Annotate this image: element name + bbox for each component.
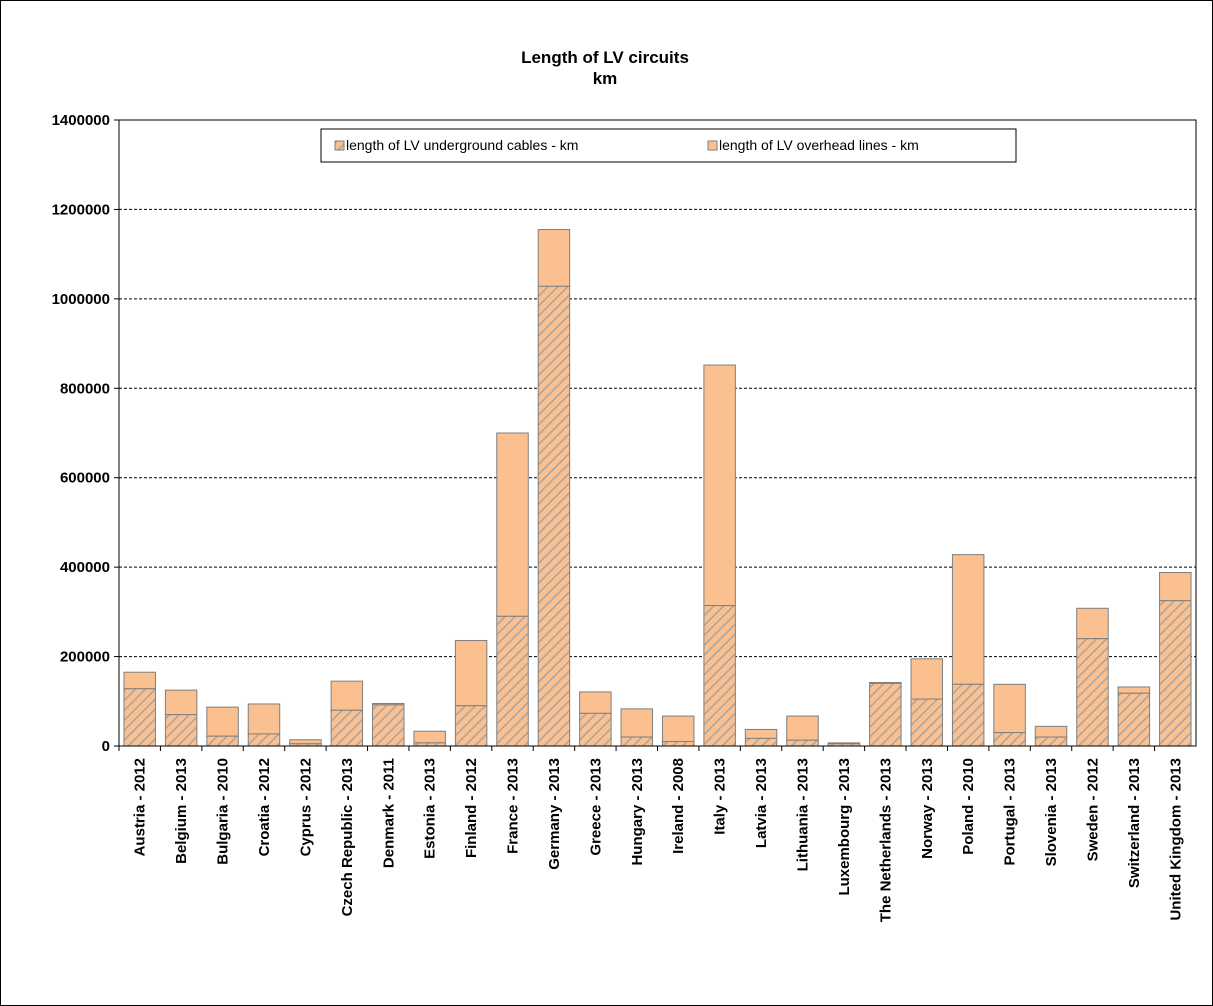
bar-underground-cables [537, 285, 571, 747]
bar-overhead-lines [413, 730, 446, 744]
bar-underground-cables [247, 733, 281, 747]
bar-overhead-lines [537, 229, 571, 287]
x-category-label: Sweden - 2012 [1084, 758, 1101, 861]
bar-overhead-lines [993, 683, 1026, 734]
bar-overhead-lines [1117, 686, 1151, 694]
x-category-label: Lithuania - 2013 [794, 758, 811, 871]
legend-label-underground: length of LV underground cables - km [346, 137, 578, 153]
bar-overhead-lines [123, 671, 156, 690]
x-category-label: Finland - 2012 [463, 758, 480, 858]
bar-overhead-lines [1076, 607, 1109, 640]
x-category-label: United Kingdom - 2013 [1167, 758, 1184, 921]
bar-overhead-lines [496, 432, 529, 617]
legend-label-overhead: length of LV overhead lines - km [719, 137, 919, 153]
chart-subtitle: km [593, 69, 618, 88]
x-category-label: Czech Republic - 2013 [339, 758, 356, 916]
x-category-label: Hungary - 2013 [629, 758, 646, 866]
bar-underground-cables [1117, 692, 1151, 747]
gridlines [119, 208, 1196, 658]
bar-underground-cables [496, 615, 529, 747]
bar-underground-cables [910, 698, 943, 747]
bar-underground-cables [744, 737, 778, 747]
bar-underground-cables [703, 605, 736, 747]
y-tick-label: 600000 [60, 470, 110, 487]
y-tick-label: 1200000 [52, 201, 110, 218]
bar-underground-cables [123, 688, 156, 747]
bar-underground-cables [1159, 600, 1192, 747]
bar-underground-cables [206, 735, 239, 747]
x-category-label: Switzerland - 2013 [1126, 758, 1143, 888]
bar-overhead-lines [703, 364, 736, 607]
plot-area-border [118, 119, 1197, 747]
bar-overhead-lines [164, 689, 198, 716]
bar-overhead-lines [744, 728, 778, 739]
x-axis-labels: Austria - 2012 Belgium - 2013 Bulgaria - 2… [118, 746, 1184, 922]
x-category-label: Germany - 2013 [546, 758, 563, 870]
y-tick-label: 1400000 [52, 112, 110, 129]
bar-underground-cables [164, 714, 198, 747]
x-category-label: Latvia - 2013 [753, 758, 770, 848]
x-category-label: The Netherlands - 2013 [877, 758, 894, 922]
x-category-label: Greece - 2013 [587, 758, 604, 856]
x-category-label: Croatia - 2012 [256, 758, 273, 856]
bar-overhead-lines [247, 703, 281, 735]
bar-underground-cables [786, 739, 819, 747]
bar-underground-cables [951, 683, 985, 747]
y-tick-label: 0 [102, 738, 110, 755]
y-tick-label: 400000 [60, 559, 110, 576]
x-category-label: Slovenia - 2013 [1043, 758, 1060, 866]
bar-underground-cables [993, 732, 1026, 747]
y-tick-label: 800000 [60, 380, 110, 397]
chart-title: Length of LV circuits [521, 48, 689, 67]
x-category-label: Poland - 2010 [960, 758, 977, 855]
bar-underground-cables [869, 682, 902, 747]
bar-overhead-lines [951, 554, 985, 685]
legend-swatch-underground [334, 140, 345, 151]
bar-underground-cables [454, 705, 488, 747]
bar-underground-cables [1034, 736, 1068, 747]
bar-overhead-lines [330, 680, 364, 711]
legend-box [320, 128, 1017, 163]
x-category-label: Italy - 2013 [712, 758, 729, 835]
legend: length of LV underground cables - km len… [320, 128, 1017, 163]
y-tick-label: 200000 [60, 649, 110, 666]
bar-overhead-lines [620, 708, 654, 738]
x-category-label: Belgium - 2013 [173, 758, 190, 864]
bar-underground-cables [372, 704, 405, 747]
bar-underground-cables [330, 709, 364, 747]
x-category-label: Estonia - 2013 [422, 758, 439, 859]
y-axis-ticks: 0 200000 400000 600000 800000 1000000 1200000 1… [52, 112, 119, 755]
x-category-label: Denmark - 2011 [380, 758, 397, 868]
bar-overhead-lines [1159, 572, 1192, 602]
bar-overhead-lines [786, 715, 819, 741]
bar-underground-cables [579, 712, 612, 747]
bar-overhead-lines [454, 639, 488, 707]
x-category-label: Portugal - 2013 [1002, 758, 1019, 866]
x-category-label: Bulgaria - 2010 [215, 758, 232, 865]
bar-overhead-lines [206, 706, 239, 737]
x-category-label: Cyprus - 2012 [297, 758, 314, 856]
bars [123, 229, 1192, 747]
bar-overhead-lines [1034, 725, 1068, 738]
x-category-label: France - 2013 [505, 758, 522, 854]
bar-overhead-lines [579, 691, 612, 714]
y-tick-label: 1000000 [52, 291, 110, 308]
x-category-label: Norway - 2013 [919, 758, 936, 859]
x-category-label: Luxembourg - 2013 [836, 758, 853, 896]
bar-underground-cables [661, 741, 695, 747]
bar-underground-cables [1076, 638, 1109, 747]
x-category-label: Ireland - 2008 [670, 758, 687, 854]
bar-overhead-lines [289, 739, 322, 745]
x-category-label: Austria - 2012 [132, 758, 149, 856]
legend-swatch-overhead [707, 140, 718, 151]
bar-overhead-lines [661, 715, 695, 743]
bar-overhead-lines [910, 658, 943, 700]
bar-underground-cables [620, 736, 654, 747]
